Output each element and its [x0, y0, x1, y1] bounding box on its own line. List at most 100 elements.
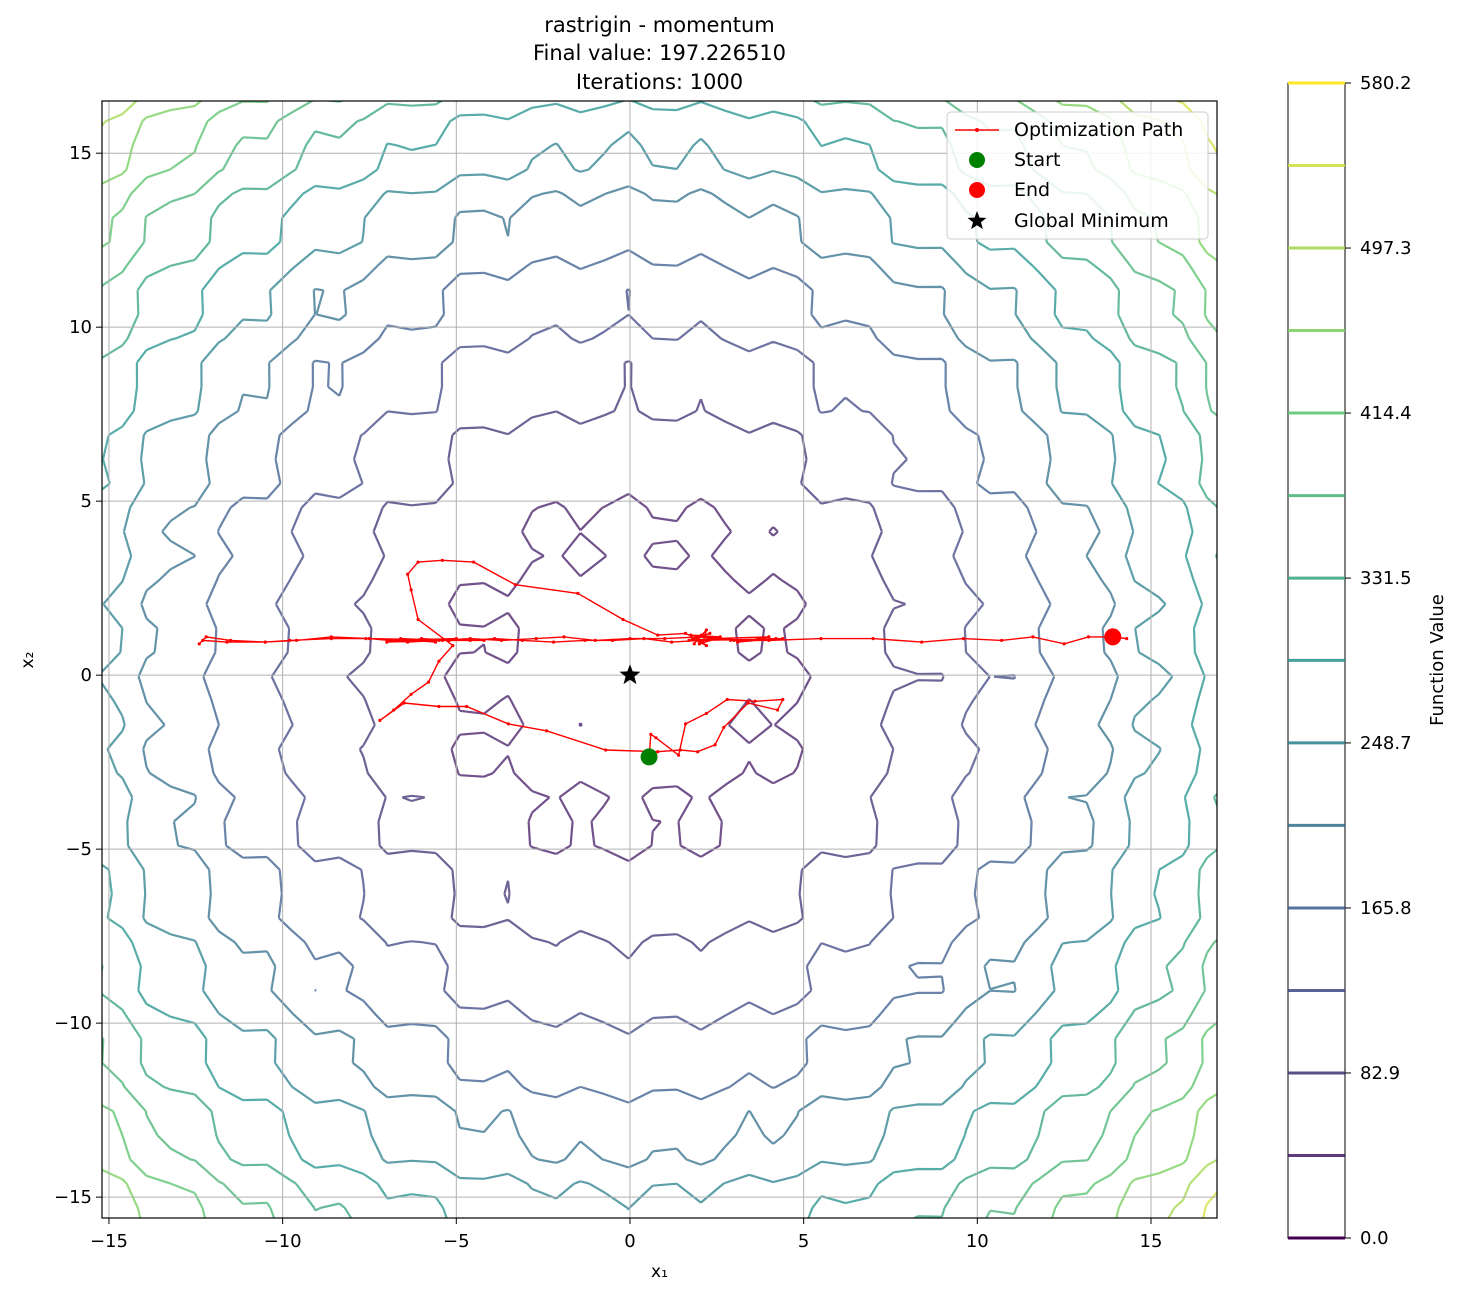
- global-minimum-star: [619, 664, 641, 685]
- optimization-path-point: [492, 637, 497, 641]
- optimization-path-point: [287, 638, 292, 642]
- optimization-path-point: [409, 638, 413, 642]
- optimization-path-point: [440, 558, 445, 562]
- optimization-path-point: [701, 640, 705, 644]
- colorbar-tick-label: 414.4: [1360, 403, 1412, 424]
- optimization-path-point: [426, 680, 431, 684]
- optimization-path-point: [611, 638, 615, 642]
- optimization-path-point: [520, 638, 524, 642]
- optimization-path-point: [562, 635, 566, 639]
- optimization-path-point: [593, 638, 597, 642]
- optimization-path-point: [294, 638, 299, 642]
- legend-star-icon: [967, 211, 987, 230]
- optimization-path-point: [416, 560, 420, 564]
- optimization-path-point: [736, 640, 740, 644]
- optimization-path-point: [364, 637, 368, 641]
- optimization-path-point: [506, 722, 511, 726]
- x-axis-label: x₁: [651, 1262, 668, 1282]
- optimization-path-point: [670, 640, 674, 644]
- optimization-path-point: [1000, 638, 1004, 642]
- optimization-path-point: [385, 640, 389, 644]
- optimization-path-point: [447, 638, 451, 642]
- legend-start-marker: [969, 152, 985, 168]
- optimization-path-point: [378, 718, 382, 722]
- legend-label-end: End: [1014, 179, 1050, 201]
- legend-label-path: Optimization Path: [1014, 119, 1183, 141]
- optimization-path-point: [367, 637, 372, 641]
- optimization-path-point: [871, 637, 875, 641]
- colorbar-tick-label: 331.5: [1360, 568, 1412, 589]
- optimization-path-point: [1125, 637, 1129, 641]
- optimization-path-point: [781, 697, 785, 702]
- optimization-path-point: [551, 640, 556, 644]
- y-axis-label: x₂: [18, 652, 38, 669]
- optimization-path-point: [465, 704, 469, 709]
- x-tick-label: −5: [443, 1231, 470, 1252]
- contour-level-5: [137, 185, 1120, 1169]
- optimization-path-point: [406, 640, 410, 644]
- optimization-path-point: [499, 638, 504, 642]
- legend-box: [946, 111, 1209, 240]
- colorbar: 0.0 82.9 165.8 248.7 331.5 414.4 497.3 580.2 Fu…: [1287, 73, 1448, 1249]
- optimization-path-point: [683, 722, 688, 726]
- optimization-path-point: [621, 617, 625, 622]
- optimization-path-point: [201, 638, 205, 642]
- x-tick-label: −10: [264, 1231, 302, 1252]
- y-tick-label: 15: [69, 143, 92, 164]
- optimization-path-point: [678, 748, 682, 752]
- x-tick-label: 0: [624, 1231, 635, 1252]
- optimization-path-point: [739, 638, 743, 642]
- optimization-path-point: [704, 643, 708, 648]
- optimization-path-point: [197, 642, 201, 646]
- plot-frame: [101, 100, 1218, 1219]
- contour-level-1: [443, 492, 812, 862]
- optimization-path-point: [697, 642, 702, 646]
- optimization-path-point: [468, 637, 472, 641]
- optimization-path-point: [694, 635, 698, 639]
- optimization-path-point: [775, 708, 780, 712]
- y-tick-label: 5: [81, 491, 92, 512]
- y-tick-label: −15: [54, 1187, 92, 1208]
- optimization-path-point: [713, 743, 717, 747]
- end-point: [1104, 628, 1122, 646]
- optimization-path-point: [1086, 635, 1091, 639]
- optimization-path-point: [402, 701, 406, 705]
- optimization-path-point: [513, 583, 517, 587]
- optimization-path-point: [656, 750, 660, 754]
- optimization-path-point: [628, 637, 632, 641]
- optimization-path-point: [767, 635, 771, 639]
- colorbar-tick-label: 0.0: [1360, 1228, 1389, 1249]
- colorbar-ticks: 0.0 82.9 165.8 248.7 331.5 414.4 497.3 580.2: [1345, 73, 1412, 1249]
- optimization-path-point: [677, 753, 681, 757]
- optimization-path-point: [704, 628, 708, 632]
- optimization-path-point: [583, 638, 587, 642]
- colorbar-label: Function Value: [1427, 594, 1448, 726]
- optimization-path-point: [683, 631, 688, 636]
- optimization-path-point: [697, 635, 702, 639]
- optimization-path-point: [696, 750, 700, 754]
- legend: Optimization Path Start End Global Minim…: [946, 111, 1209, 240]
- contour-level-13: [1174, 101, 1217, 1218]
- optimization-path-point: [388, 638, 392, 642]
- optimization-path-point: [767, 638, 771, 642]
- plot-background: [102, 101, 1217, 1218]
- colorbar-tick-label: 165.8: [1360, 898, 1412, 919]
- optimization-path-point: [228, 638, 233, 642]
- optimization-path-point: [1031, 635, 1035, 639]
- chart-title: rastrigin - momentum Final value: 197.22…: [533, 13, 786, 94]
- x-tick-label: 5: [798, 1231, 809, 1252]
- optimization-path-point: [656, 633, 660, 637]
- y-tick-label: −5: [65, 839, 92, 860]
- optimization-path-point: [545, 729, 549, 733]
- contour-level-4: [202, 249, 1056, 1104]
- optimization-path-point: [649, 732, 653, 736]
- optimization-path-point: [687, 638, 691, 642]
- optimization-path-point: [711, 637, 715, 641]
- optimization-path-point: [729, 638, 733, 642]
- optimization-path-point: [225, 640, 229, 644]
- x-axis-ticks: −15 −10 −5 0 5 10 15: [90, 1218, 1162, 1252]
- legend-label-global-minimum: Global Minimum: [1014, 210, 1169, 232]
- start-point: [640, 748, 658, 766]
- optimization-path-point: [399, 637, 403, 641]
